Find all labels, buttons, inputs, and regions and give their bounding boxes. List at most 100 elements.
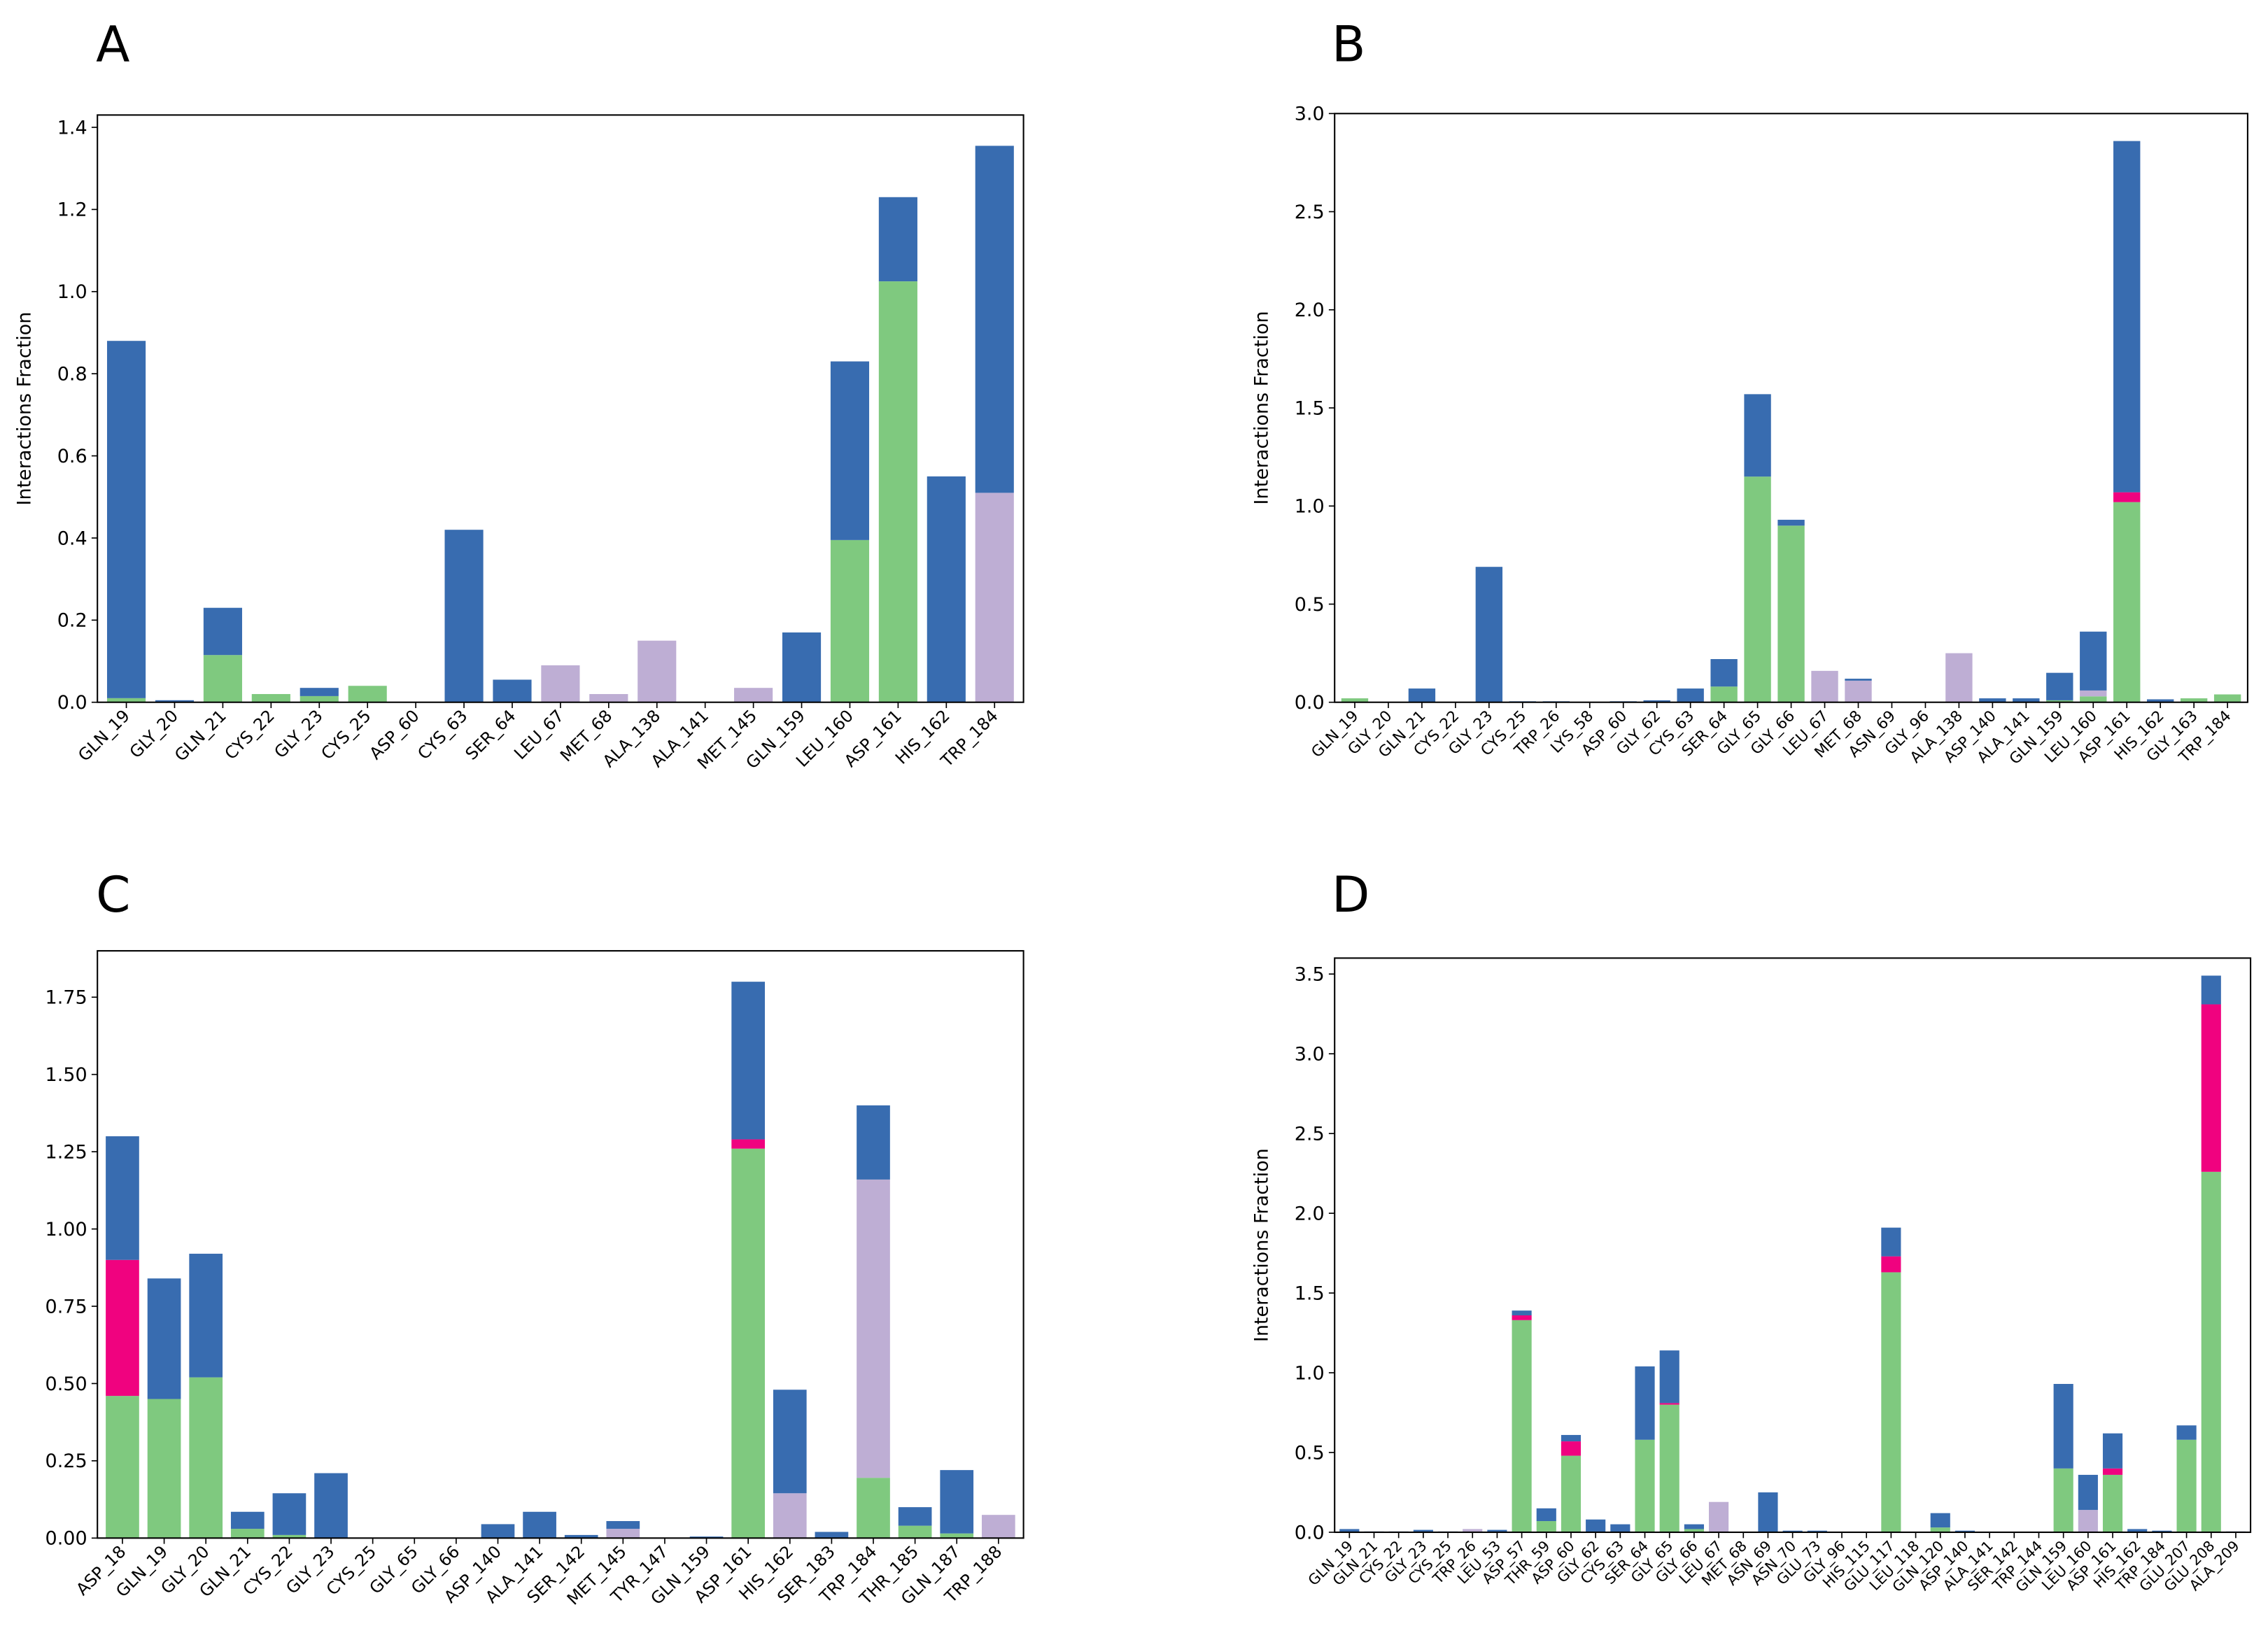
y-tick-label: 0.50 xyxy=(45,1373,87,1395)
bar-segment xyxy=(1512,1320,1532,1533)
bar-segment xyxy=(2213,694,2241,702)
bar-segment xyxy=(1709,1501,1729,1533)
axes-frame xyxy=(1334,113,2248,703)
y-tick-label: 2.5 xyxy=(1295,202,1325,223)
bar-segment xyxy=(927,476,966,702)
y-tick-label: 1.4 xyxy=(57,117,87,139)
bar-segment xyxy=(1979,698,2006,702)
y-tick-label: 1.75 xyxy=(45,987,87,1009)
bar-segment xyxy=(155,700,195,702)
bar-segment xyxy=(1512,1310,1532,1315)
x-tick-label: GLN_21 xyxy=(171,706,230,765)
x-tick-label: GLN_19 xyxy=(74,706,134,765)
bar-segment xyxy=(1945,653,1973,702)
bar-segment xyxy=(1512,1315,1532,1320)
y-tick-label: 0.75 xyxy=(45,1296,87,1317)
bar-segment xyxy=(830,361,870,540)
bar-segment xyxy=(2053,1468,2073,1533)
bar-segment xyxy=(1758,1492,1778,1533)
bar-segment xyxy=(815,1532,849,1539)
bar-segment xyxy=(638,640,677,702)
x-tick-label: GLY_23 xyxy=(270,706,326,762)
y-tick-label: 0.0 xyxy=(1295,1522,1325,1543)
bar-segment xyxy=(830,539,870,702)
bar-segment xyxy=(940,1533,974,1539)
bar-segment xyxy=(2201,1004,2221,1172)
bar-segment xyxy=(782,632,822,702)
bar-segment xyxy=(203,607,242,656)
bar-segment xyxy=(1635,1366,1655,1440)
bar-segment xyxy=(230,1529,265,1539)
y-tick-label: 3.0 xyxy=(1295,104,1325,125)
y-tick-label: 0.4 xyxy=(57,528,87,549)
y-tick-label: 1.0 xyxy=(1295,496,1325,518)
bar-segment xyxy=(189,1377,223,1539)
bar-segment xyxy=(1881,1256,1901,1273)
bar-segment xyxy=(1777,519,1805,526)
bar-segment xyxy=(1710,686,1738,702)
y-tick-label: 2.0 xyxy=(1295,1203,1325,1224)
bar-segment xyxy=(857,1179,890,1478)
y-tick-label: 1.25 xyxy=(45,1141,87,1163)
panel-label: B xyxy=(1332,15,1365,73)
bar-segment xyxy=(251,693,290,702)
bar-segment xyxy=(773,1390,807,1494)
y-tick-label: 0.0 xyxy=(57,692,87,714)
y-tick-label: 3.5 xyxy=(1295,964,1325,986)
bar-segment xyxy=(2201,975,2221,1005)
y-axis-label: Interactions Fraction xyxy=(1251,311,1273,505)
bar-segment xyxy=(2127,1529,2148,1533)
bar-segment xyxy=(1744,394,1771,477)
y-tick-label: 0.2 xyxy=(57,610,87,632)
bar-segment xyxy=(106,341,146,698)
bar-segment xyxy=(1744,476,1771,702)
y-tick-label: 2.0 xyxy=(1295,299,1325,321)
bar-segment xyxy=(1845,679,1872,681)
bar-segment xyxy=(2102,1433,2123,1469)
x-tick-label: CYS_63 xyxy=(414,706,471,763)
bar-segment xyxy=(106,698,146,702)
bar-segment xyxy=(606,1529,640,1539)
bar-segment xyxy=(1341,698,1369,702)
bar-segment xyxy=(1643,700,1670,702)
bar-segment xyxy=(1561,1434,1582,1442)
bar-segment xyxy=(300,695,339,702)
y-tick-label: 1.0 xyxy=(1295,1362,1325,1384)
bar-segment xyxy=(1408,688,1436,702)
bar-segment xyxy=(1610,1524,1630,1533)
bar-segment xyxy=(2201,1171,2221,1533)
bar-segment xyxy=(564,1534,598,1539)
bar-segment xyxy=(272,1534,307,1539)
bar-segment xyxy=(2180,698,2208,702)
bar-segment xyxy=(481,1524,515,1539)
panel-label: D xyxy=(1332,865,1369,924)
bar-segment xyxy=(2147,699,2174,702)
bar-segment xyxy=(2078,1474,2098,1511)
bar-segment xyxy=(1954,1530,1975,1533)
bar-segment xyxy=(1339,1529,1360,1533)
bar-segment xyxy=(1635,1439,1655,1533)
y-tick-label: 0.8 xyxy=(57,364,87,386)
bar-segment xyxy=(1561,1441,1582,1456)
axes-frame xyxy=(97,949,1024,1539)
y-tick-label: 0.6 xyxy=(57,446,87,467)
bar-segment xyxy=(1536,1521,1556,1533)
bar-segment xyxy=(731,1148,766,1539)
bar-segment xyxy=(493,679,532,702)
bar-segment xyxy=(203,655,242,702)
bar-segment xyxy=(975,146,1014,493)
bar-segment xyxy=(348,686,387,702)
bar-segment xyxy=(731,982,766,1140)
bar-segment xyxy=(1811,670,1838,702)
axes-frame xyxy=(97,114,1024,703)
bar-segment xyxy=(981,1515,1015,1539)
y-tick-label: 0.0 xyxy=(1295,692,1325,714)
x-tick-label: ASP_60 xyxy=(365,706,423,763)
bar-segment xyxy=(1659,1403,1679,1405)
bar-segment xyxy=(106,1259,139,1397)
bar-segment xyxy=(1561,1455,1582,1533)
bar-segment xyxy=(1845,680,1872,702)
bar-segment xyxy=(2102,1468,2123,1475)
bar-segment xyxy=(1684,1529,1704,1533)
